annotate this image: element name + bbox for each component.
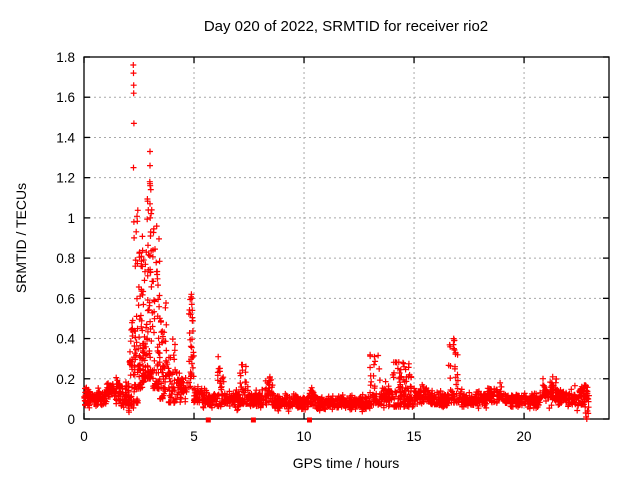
x-tick-label: 20	[517, 429, 532, 444]
y-tick-label: 0.2	[56, 372, 75, 387]
flagged-square-marker	[205, 417, 211, 423]
x-tick-label: 15	[407, 429, 422, 444]
y-tick-label: 1.4	[56, 130, 75, 145]
axis-ticks	[83, 56, 609, 420]
y-tick-label: 0	[67, 412, 75, 427]
y-tick-label: 0.8	[56, 251, 75, 266]
y-tick-label: 0.4	[56, 332, 75, 347]
chart-title: Day 020 of 2022, SRMTID for receiver rio…	[204, 18, 488, 35]
plot-frame	[83, 56, 610, 420]
srmtid-plus-markers	[81, 62, 592, 422]
y-tick-label: 0.6	[56, 291, 75, 306]
y-tick-label: 1.2	[56, 171, 75, 186]
x-tick-label: 10	[297, 429, 312, 444]
tick-labels: 0 5 10 15 20 0 0.2 0.4 0.6 0.8 1 1.2 1.4 1.6 1.8	[56, 50, 531, 444]
plot-border	[83, 56, 610, 420]
x-tick-label: 5	[190, 429, 198, 444]
y-tick-label: 1	[67, 211, 75, 226]
grid-lines	[84, 57, 609, 419]
data-points	[81, 62, 592, 423]
y-axis-label: SRMTID / TECUs	[13, 183, 29, 293]
flagged-square-marker	[250, 417, 256, 423]
y-tick-label: 1.8	[56, 50, 75, 65]
y-tick-label: 1.6	[56, 90, 75, 105]
flagged-square-marker	[307, 417, 312, 423]
x-axis-label: GPS time / hours	[293, 455, 400, 471]
x-tick-label: 0	[80, 429, 88, 444]
